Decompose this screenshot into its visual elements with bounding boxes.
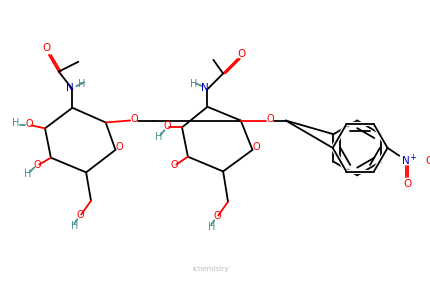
Text: O: O bbox=[213, 212, 221, 221]
Text: H: H bbox=[77, 79, 85, 89]
Text: H: H bbox=[24, 169, 31, 179]
Text: O: O bbox=[43, 43, 51, 53]
Text: O: O bbox=[130, 114, 138, 123]
Text: N: N bbox=[401, 156, 409, 166]
Text: O: O bbox=[76, 210, 84, 220]
Text: O: O bbox=[163, 121, 171, 131]
Text: O: O bbox=[237, 49, 245, 59]
Text: ichemistry: ichemistry bbox=[192, 266, 228, 272]
Text: N: N bbox=[200, 83, 208, 93]
Text: O: O bbox=[424, 156, 430, 166]
Text: O: O bbox=[115, 142, 123, 152]
Text: H: H bbox=[12, 119, 19, 129]
Text: H: H bbox=[71, 221, 78, 231]
Text: +: + bbox=[408, 153, 415, 162]
Text: H: H bbox=[154, 132, 162, 142]
Text: H: H bbox=[207, 222, 215, 232]
Text: N: N bbox=[65, 83, 73, 93]
Text: O: O bbox=[402, 179, 410, 189]
Text: O: O bbox=[266, 114, 273, 123]
Text: O: O bbox=[170, 160, 178, 170]
Text: O: O bbox=[33, 160, 41, 170]
Text: H: H bbox=[190, 79, 197, 89]
Text: O: O bbox=[252, 142, 260, 152]
Text: O: O bbox=[25, 119, 33, 129]
